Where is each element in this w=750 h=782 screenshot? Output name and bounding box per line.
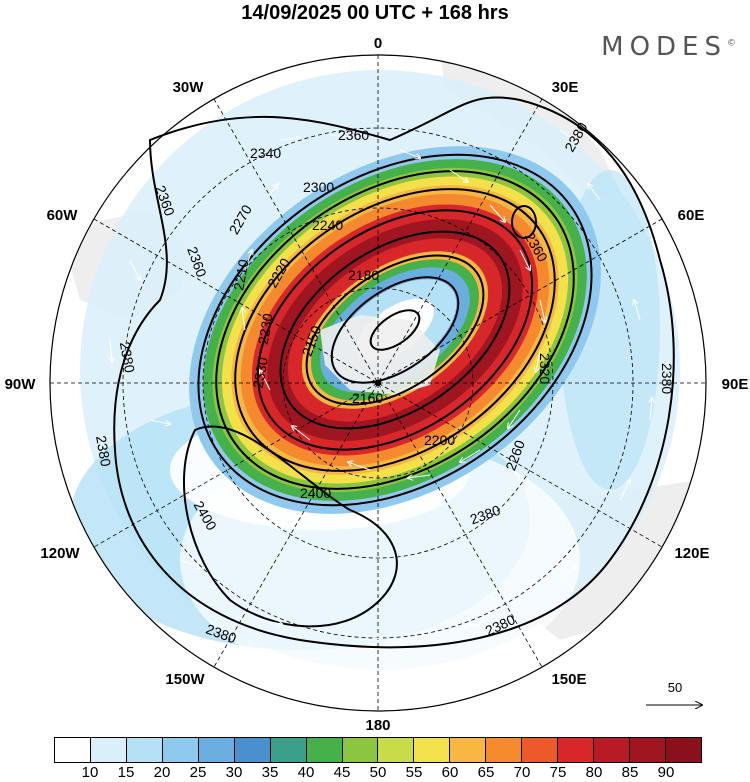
colorbar-swatch xyxy=(234,738,271,762)
south-pole-marker xyxy=(375,380,381,386)
colorbar-tick-label: 30 xyxy=(225,764,243,781)
reference-vector-arrow xyxy=(646,680,710,720)
lon-150w: 150W xyxy=(165,671,205,688)
colorbar-swatch xyxy=(630,738,666,762)
colorbar-swatch xyxy=(414,738,451,762)
colorbar-swatch xyxy=(450,738,487,762)
colorbar xyxy=(54,737,702,763)
wind-vectors xyxy=(110,129,652,640)
geopotential-contours xyxy=(113,96,675,649)
colorbar-tick-label: 60 xyxy=(441,764,459,781)
colorbar-ticks: 10 15 20 25 30 35 40 45 50 55 60 65 70 75 80 85 90 xyxy=(54,764,702,782)
contour-label: 2380 xyxy=(659,363,675,394)
lon-60w: 60W xyxy=(47,207,79,224)
lon-180: 180 xyxy=(365,717,390,734)
lon-60e: 60E xyxy=(678,207,705,224)
colorbar-tick-label: 45 xyxy=(333,764,351,781)
contour-labels: 2360 2340 2300 2270 2240 2220 2210 2180 … xyxy=(93,119,675,646)
colorbar-tick-label: 10 xyxy=(81,764,99,781)
contour-label: 2380 xyxy=(117,340,138,374)
brand-name: MODES xyxy=(601,32,727,62)
brand-logo: MODES© xyxy=(601,32,736,62)
colorbar-tick-label: 70 xyxy=(513,764,531,781)
colorbar-tick-label: 85 xyxy=(621,764,639,781)
reference-vector-label: 50 xyxy=(667,680,683,695)
colorbar-swatch xyxy=(594,738,630,762)
lon-90w: 90W xyxy=(5,376,37,393)
contour-label: 2200 xyxy=(424,432,455,448)
colorbar-tick-label: 25 xyxy=(189,764,207,781)
colorbar-swatch xyxy=(270,738,307,762)
lon-150e: 150E xyxy=(551,671,586,688)
colorbar-tick-label: 75 xyxy=(549,764,567,781)
contour-label: 2330 xyxy=(250,356,271,390)
colorbar-swatch xyxy=(522,738,559,762)
contour-label: 2340 xyxy=(250,145,281,161)
colorbar-swatch xyxy=(486,738,523,762)
colorbar-tick-label: 50 xyxy=(369,764,387,781)
lon-0: 0 xyxy=(374,35,382,52)
colorbar-swatch xyxy=(126,738,163,762)
reference-vector: 50 xyxy=(640,680,710,720)
map-title: 14/09/2025 00 UTC + 168 hrs xyxy=(241,2,509,24)
colorbar-swatch xyxy=(342,738,379,762)
colorbar-tick-label: 40 xyxy=(297,764,315,781)
contour-label: 2360 xyxy=(338,127,369,143)
colorbar-swatch xyxy=(162,738,199,762)
colorbar-swatch xyxy=(198,738,235,762)
lon-120e: 120E xyxy=(674,545,709,562)
colorbar-tick-label: 55 xyxy=(405,764,423,781)
colorbar-swatch xyxy=(665,738,701,762)
contour-label: 2380 xyxy=(93,434,114,468)
colorbar-swatch xyxy=(306,738,343,762)
lon-120w: 120W xyxy=(40,545,80,562)
contour-label: 2320 xyxy=(537,353,553,384)
colorbar-swatch xyxy=(55,738,91,762)
contour-label: 2210 xyxy=(230,258,251,292)
contour-label: 2300 xyxy=(303,179,334,195)
colorbar-tick-label: 20 xyxy=(153,764,171,781)
colorbar-tick-label: 80 xyxy=(585,764,603,781)
colorbar-tick-label: 15 xyxy=(117,764,135,781)
lon-90e: 90E xyxy=(722,376,749,393)
colorbar-swatch xyxy=(558,738,595,762)
contour-label: 2230 xyxy=(255,312,276,346)
contour-label: 2160 xyxy=(352,390,383,406)
longitude-labels: 0 30E 60E 90E 120E 150E 180 150W 120W 90… xyxy=(5,35,749,734)
lon-30e: 30E xyxy=(552,79,579,96)
colorbar-tick-label: 90 xyxy=(657,764,675,781)
map-border xyxy=(49,54,707,712)
colorbar-tick-label: 65 xyxy=(477,764,495,781)
colorbar-swatch xyxy=(90,738,127,762)
colorbar-tick-label: 35 xyxy=(261,764,279,781)
contour-label: 2400 xyxy=(300,485,331,501)
brand-mark: © xyxy=(727,38,736,49)
colorbar-swatch xyxy=(378,738,415,762)
contour-label: 2240 xyxy=(312,217,343,233)
contour-label: 2180 xyxy=(348,267,379,283)
lon-30w: 30W xyxy=(173,79,205,96)
